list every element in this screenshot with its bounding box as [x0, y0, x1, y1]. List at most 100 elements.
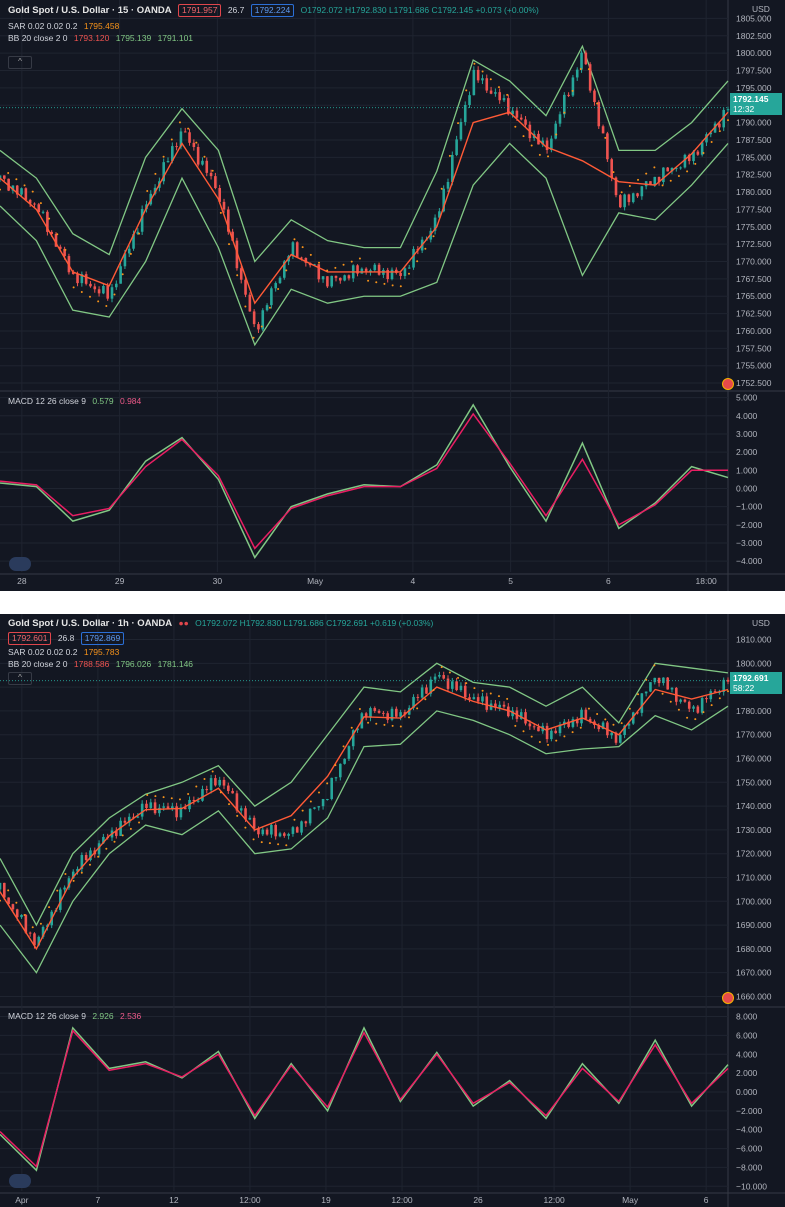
sar-dot [383, 282, 386, 285]
bb-legend[interactable]: BB 20 close 2 0 1788.586 1796.026 1781.1… [8, 659, 197, 670]
price-tick-label: 1720.000 [736, 849, 772, 859]
macd-tick-label: 3.000 [736, 429, 758, 439]
macd-legend[interactable]: MACD 12 26 close 9 0.579 0.984 [8, 396, 145, 407]
candle-body [115, 830, 118, 836]
candle-body [222, 779, 226, 786]
sar-dot [653, 166, 656, 169]
candle-body [705, 134, 708, 143]
ask-price-box[interactable]: 1792.224 [250, 4, 295, 17]
macd-legend[interactable]: MACD 12 26 close 9 2.926 2.536 [8, 1011, 145, 1022]
sar-dot [318, 261, 321, 264]
sar-dot [497, 86, 500, 89]
sar-dot [596, 713, 599, 716]
sar-dot [530, 144, 533, 147]
symbol-title[interactable]: Gold Spot / U.S. Dollar · 1h · OANDA [8, 618, 173, 629]
candle-body [291, 827, 295, 834]
candle-body [519, 712, 523, 719]
sar-dot [39, 922, 42, 925]
sar-dot [138, 232, 141, 235]
candle-body [390, 269, 394, 280]
candle-body [726, 679, 730, 682]
macd-tick-label: 4.000 [736, 1049, 758, 1059]
bid-price-box[interactable]: 1792.601 [8, 632, 52, 645]
sar-dot [563, 735, 566, 738]
price-macd-chart-15m[interactable]: 1805.000 1802.500 1800.000 1797.500 1795.000… [0, 0, 785, 591]
sar-dot [587, 68, 590, 71]
bb-basis-value: 1788.586 [73, 659, 110, 669]
candle-body [102, 285, 105, 294]
collapse-legend-button[interactable]: ^ [8, 672, 32, 685]
candle-body [334, 777, 338, 779]
candle-body [683, 699, 687, 702]
candle-body [76, 868, 79, 872]
sar-dot [334, 764, 337, 767]
candle-body [244, 279, 247, 295]
macd-tick-label: 2.000 [736, 447, 758, 457]
candle-body [683, 154, 687, 168]
chart-panel-1h[interactable]: 1810.0001800.0001790.0001780.0001770.000… [0, 614, 785, 1207]
bb-legend[interactable]: BB 20 close 2 0 1793.120 1795.139 1791.1… [8, 33, 197, 44]
candle-body [459, 685, 463, 691]
chart-panel-15m[interactable]: 1805.000 1802.500 1800.000 1797.500 1795.000… [0, 0, 785, 591]
candle-body [459, 121, 463, 140]
sar-dot [628, 185, 631, 188]
symbol-title[interactable]: Gold Spot / U.S. Dollar · 15 · OANDA [8, 5, 172, 16]
candle-body [33, 203, 36, 205]
sar-dot [105, 847, 108, 850]
settings-dots-icon[interactable]: ●● [178, 618, 189, 628]
candle-body [63, 248, 66, 257]
us-flag-icon[interactable] [722, 992, 734, 1004]
sar-dot [113, 293, 116, 296]
sar-dot [277, 288, 280, 291]
candle-body [97, 289, 101, 294]
candle-body [722, 679, 725, 692]
sar-dot [596, 102, 599, 105]
candle-body [106, 285, 109, 299]
last-price: 1792.145 [733, 94, 769, 104]
sar-dot [579, 67, 582, 70]
sar-dot [399, 725, 402, 728]
collapse-legend-button[interactable]: ^ [8, 56, 32, 69]
price-macd-chart-1h[interactable]: 1810.0001800.0001790.0001780.0001770.000… [0, 614, 785, 1207]
candle-body [636, 712, 639, 714]
sar-dot [457, 676, 460, 679]
sar-dot [440, 187, 443, 190]
sar-dot [424, 698, 427, 701]
candle-body [162, 162, 165, 182]
candle-body [317, 264, 321, 280]
sar-legend[interactable]: SAR 0.02 0.02 0.2 1795.783 [8, 647, 123, 658]
candle-body [287, 833, 290, 836]
price-tick-label: 1730.000 [736, 825, 772, 835]
candle-body [593, 90, 596, 103]
tradingview-logo-icon[interactable] [9, 557, 31, 571]
candle-body [304, 258, 308, 263]
sar-dot [203, 777, 206, 780]
macd-tick-label: −2.000 [736, 520, 763, 530]
candle-body [330, 275, 333, 287]
ask-price-box[interactable]: 1792.869 [80, 632, 125, 645]
candle-body [709, 691, 713, 700]
sar-dot [358, 707, 361, 710]
candle-body [528, 723, 532, 727]
macd-tick-label: 1.000 [736, 465, 758, 475]
sar-dot [342, 745, 345, 748]
sar-dot [244, 305, 247, 308]
sar-dot [628, 707, 631, 710]
chart-header: Gold Spot / U.S. Dollar · 1h · OANDA ●● … [8, 618, 437, 629]
bid-price-box[interactable]: 1791.957 [178, 4, 222, 17]
us-flag-icon[interactable] [722, 378, 734, 390]
sar-dot [64, 872, 67, 875]
sar-dot [416, 707, 419, 710]
candle-body [171, 806, 174, 809]
candle-body [270, 824, 273, 835]
sar-dot [121, 834, 124, 837]
sar-legend[interactable]: SAR 0.02 0.02 0.2 1795.458 [8, 21, 123, 32]
candle-body [563, 94, 566, 115]
candle-body [97, 843, 101, 855]
tradingview-logo-icon[interactable] [9, 1174, 31, 1188]
time-tick-label: 5 [508, 576, 513, 586]
sar-dot [473, 62, 476, 65]
price-tick-label: 1795.000 [736, 83, 772, 93]
price-tick-label: 1762.500 [736, 309, 772, 319]
sar-dot [514, 724, 517, 727]
